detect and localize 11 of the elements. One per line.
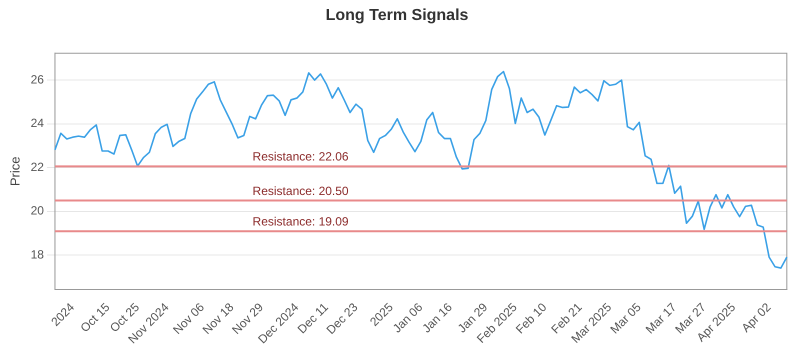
y-tick-label: 26: [30, 72, 44, 86]
ref-line-label: Resistance: 19.09: [252, 214, 349, 229]
y-tick-label: 20: [30, 204, 44, 218]
ref-line-label: Resistance: 22.06: [252, 150, 349, 164]
x-tick-label: Apr 02: [738, 300, 774, 336]
chart-title: Long Term Signals: [326, 7, 469, 24]
ref-line-label: Resistance: 20.50: [252, 184, 349, 198]
y-axis-title: Price: [7, 156, 22, 186]
y-tick-label: 24: [30, 116, 44, 130]
y-tick-label: 18: [30, 247, 44, 262]
y-tick-label: 22: [30, 160, 44, 174]
